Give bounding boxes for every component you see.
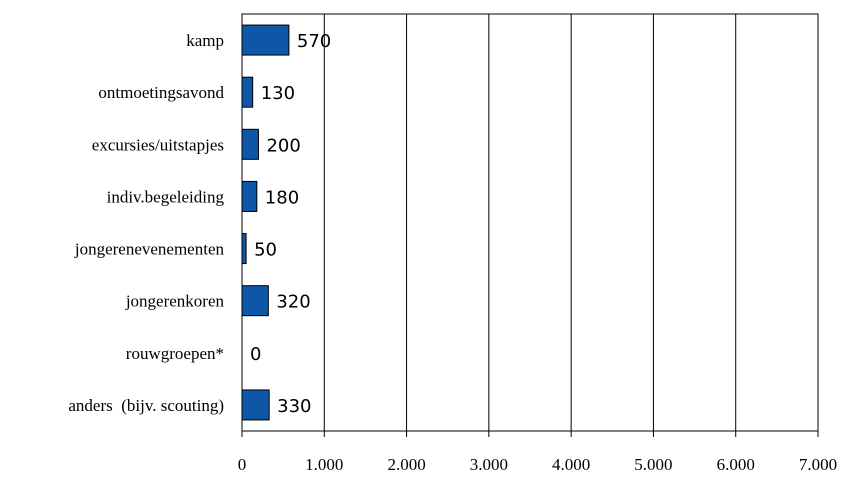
category-label: jongerenkoren	[125, 292, 225, 311]
data-labels: 570 130 200 180 50 320 0 330	[250, 31, 331, 417]
data-label: 130	[261, 83, 295, 104]
data-label: 180	[265, 187, 299, 208]
category-label: anders (bijv. scouting)	[68, 396, 224, 415]
category-label: indiv.begeleiding	[107, 187, 225, 206]
x-tick-label: 5.000	[634, 455, 672, 474]
bar	[241, 389, 270, 421]
category-labels: kamp ontmoetingsavond excursies/uitstapjes…	[68, 31, 224, 415]
x-tick-label: 2.000	[387, 455, 425, 474]
gridlines	[241, 14, 819, 437]
x-tick-label: 0	[238, 455, 247, 474]
category-label: excursies/uitstapjes	[92, 135, 224, 154]
data-label: 50	[254, 240, 277, 261]
data-label: 0	[250, 344, 261, 365]
data-label: 200	[266, 135, 300, 156]
data-label: 330	[277, 396, 311, 417]
data-label: 320	[276, 292, 310, 313]
x-tick-label: 7.000	[799, 455, 837, 474]
x-tick-label: 1.000	[305, 455, 343, 474]
plot-frame	[241, 13, 819, 432]
bars	[241, 24, 290, 421]
bar	[241, 285, 269, 317]
category-label: rouwgroepen*	[126, 344, 224, 363]
bar	[241, 233, 247, 265]
category-label: jongerenevenementen	[74, 240, 225, 259]
bar	[241, 24, 290, 56]
bar	[241, 128, 259, 160]
data-label: 570	[297, 31, 331, 52]
category-label: kamp	[186, 31, 224, 50]
x-tick-label: 4.000	[552, 455, 590, 474]
x-axis-tick-labels: 0 1.000 2.000 3.000 4.000 5.000 6.000 7.000	[238, 455, 837, 474]
x-tick-label: 6.000	[717, 455, 755, 474]
category-label: ontmoetingsavond	[98, 83, 224, 102]
bar	[241, 180, 258, 212]
x-tick-label: 3.000	[470, 455, 508, 474]
bar	[241, 76, 254, 108]
